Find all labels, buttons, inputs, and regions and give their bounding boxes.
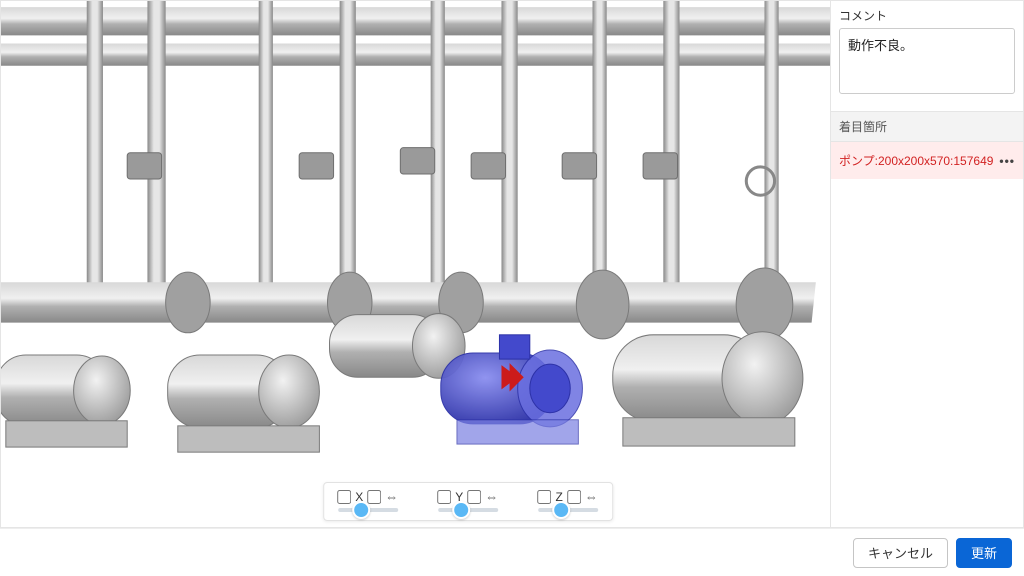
footer: キャンセル 更新 [0,528,1024,576]
side-panel: コメント 着目箇所 ポンプ:200x200x570:157649 ••• [830,0,1024,528]
update-button[interactable]: 更新 [956,538,1012,568]
comment-label: コメント [839,7,1015,24]
app-root: X ⇔ Y ⇔ [0,0,1024,576]
main-row: X ⇔ Y ⇔ [0,0,1024,528]
cancel-button[interactable]: キャンセル [853,538,948,568]
section-clip-panel: X ⇔ Y ⇔ [323,482,613,521]
clip-axis-z: Z ⇔ [538,489,598,512]
valve-wheels [746,165,830,197]
viewport-svg [1,1,830,527]
comment-input[interactable] [839,28,1015,94]
spacer [831,101,1023,111]
viewport-3d[interactable]: X ⇔ Y ⇔ [0,0,830,528]
overhead-pipes [1,7,830,66]
clip-x-slider[interactable] [338,508,398,512]
pump-row [1,314,803,453]
clip-axis-x: X ⇔ [338,489,398,512]
more-icon[interactable]: ••• [995,154,1015,168]
clip-y-slider[interactable] [438,508,498,512]
comment-group: コメント [831,1,1023,101]
clip-axis-y: Y ⇔ [438,489,498,512]
target-item-text: ポンプ:200x200x570:157649 [839,152,993,169]
target-section-label: 着目箇所 [831,111,1023,142]
target-item[interactable]: ポンプ:200x200x570:157649 ••• [831,142,1023,179]
clip-z-slider[interactable] [538,508,598,512]
